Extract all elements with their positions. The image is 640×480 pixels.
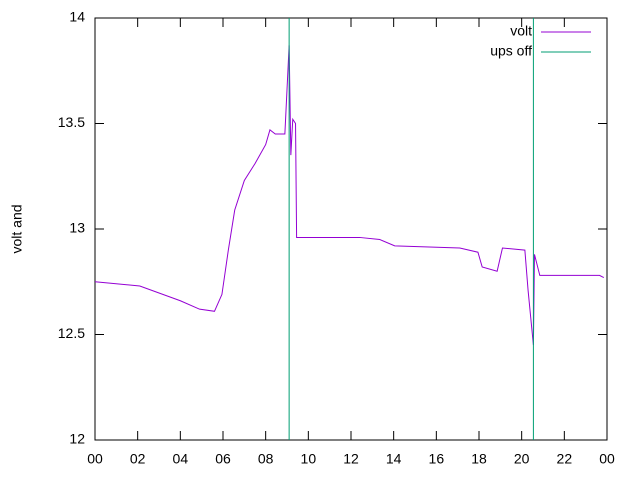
x-tick-label: 14 (386, 451, 402, 467)
x-tick-label: 04 (173, 451, 189, 467)
y-tick-label: 12.5 (58, 325, 85, 341)
x-tick-label: 20 (514, 451, 530, 467)
x-tick-label: 22 (557, 451, 573, 467)
series-line (94, 45, 605, 346)
y-tick-label: 14 (69, 9, 85, 25)
plot-border (94, 17, 608, 441)
x-tick-label: 08 (258, 451, 274, 467)
y-tick-label: 13 (69, 220, 85, 236)
x-tick-label: 00 (87, 451, 103, 467)
x-tick-label: 18 (471, 451, 487, 467)
x-tick-label: 16 (429, 451, 445, 467)
legend-label: volt (510, 23, 532, 39)
x-tick-label: 12 (343, 451, 359, 467)
x-tick-label: 06 (215, 451, 231, 467)
x-tick-label: 10 (301, 451, 317, 467)
x-tick-label: 02 (130, 451, 146, 467)
y-tick-label: 13.5 (58, 114, 85, 130)
y-tick-label: 12 (69, 431, 85, 447)
x-tick-label: 00 (599, 451, 615, 467)
series-line (288, 18, 534, 440)
legend-label: ups off (490, 43, 532, 59)
y-axis-label: volt and (9, 204, 25, 253)
